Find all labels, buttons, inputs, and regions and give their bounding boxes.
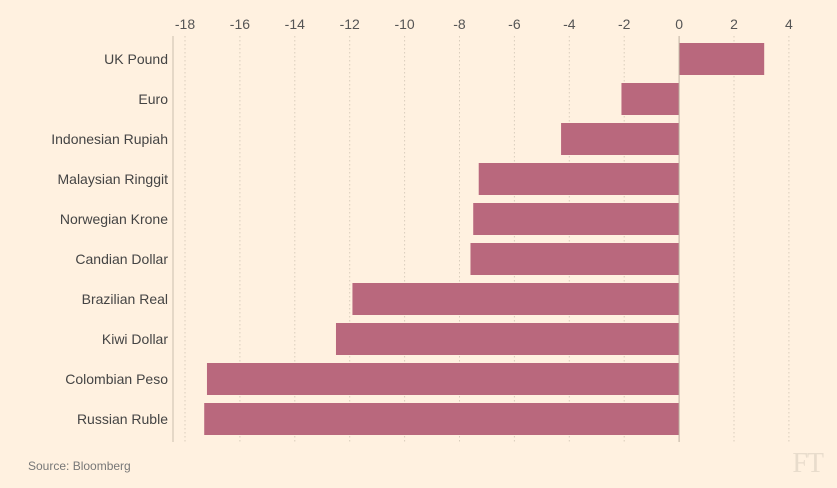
bar [204, 403, 680, 435]
x-tick-label: -16 [230, 16, 250, 32]
source-note: Source: Bloomberg [28, 459, 131, 473]
category-label: Malaysian Ringgit [58, 171, 169, 187]
x-tick-label: -4 [563, 16, 576, 32]
x-tick-label: 4 [785, 16, 793, 32]
category-label: Candian Dollar [75, 251, 168, 267]
category-label: Norwegian Krone [60, 211, 168, 227]
category-label: UK Pound [104, 51, 168, 67]
bar [679, 43, 765, 75]
bar [621, 83, 680, 115]
x-tick-label: 0 [675, 16, 683, 32]
bar [473, 203, 680, 235]
category-labels: UK Pound Euro Indonesian Rupiah Malaysian R… [51, 51, 168, 427]
bars [204, 43, 765, 435]
x-tick-label: -18 [175, 16, 195, 32]
bar [352, 283, 680, 315]
x-tick-label: 2 [730, 16, 738, 32]
category-label: Indonesian Rupiah [51, 131, 168, 147]
bar [478, 163, 680, 195]
x-tick-label: -12 [340, 16, 360, 32]
bar [561, 123, 680, 155]
x-tick-label: -8 [453, 16, 466, 32]
category-label: Russian Ruble [77, 411, 168, 427]
ft-logo: FT [792, 448, 824, 479]
category-label: Kiwi Dollar [102, 331, 168, 347]
x-tick-label: -2 [618, 16, 631, 32]
x-tick-label: -6 [508, 16, 521, 32]
category-label: Euro [138, 91, 168, 107]
category-label: Brazilian Real [82, 291, 168, 307]
bar [470, 243, 680, 275]
x-tick-label: -14 [285, 16, 305, 32]
x-axis-ticks: -18 -16 -14 -12 -10 -8 -6 -4 -2 0 2 4 [175, 16, 793, 32]
bar [206, 363, 680, 395]
category-label: Colombian Peso [65, 371, 168, 387]
x-tick-label: -10 [394, 16, 414, 32]
bar [335, 323, 680, 355]
